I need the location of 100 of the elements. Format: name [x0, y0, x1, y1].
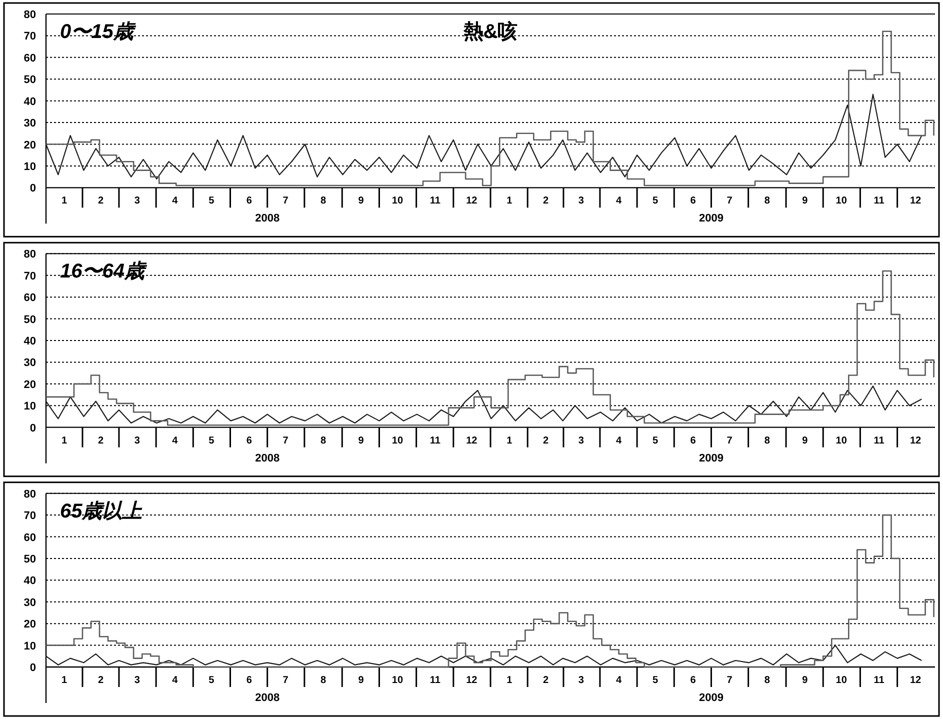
- y-tick-label: 20: [24, 139, 36, 152]
- y-tick-label: 20: [24, 618, 36, 631]
- y-tick-label: 70: [24, 270, 36, 282]
- y-tick-label: 60: [24, 52, 36, 64]
- x-tick-label: 1: [506, 196, 513, 207]
- x-tick-label: 6: [690, 675, 696, 686]
- x-tick-label: 7: [726, 435, 733, 446]
- y-tick-label: 70: [24, 30, 36, 43]
- x-tick-label: 12: [910, 196, 922, 207]
- annotation: 2008: [255, 452, 280, 464]
- x-tick-label: 1: [506, 435, 513, 446]
- x-tick-label: 11: [430, 675, 441, 686]
- y-tick-label: 0: [30, 182, 36, 195]
- x-tick-label: 12: [466, 675, 478, 686]
- x-tick-label: 10: [836, 196, 848, 207]
- annotation: 2009: [698, 692, 724, 704]
- x-tick-label: 4: [172, 196, 178, 207]
- y-tick-label: 80: [24, 9, 36, 21]
- x-tick-label: 2: [98, 675, 104, 686]
- x-tick-label: 8: [764, 675, 770, 686]
- x-tick-label: 1: [506, 675, 513, 686]
- annotation: 2009: [698, 212, 724, 225]
- y-tick-label: 30: [24, 357, 36, 370]
- x-tick-label: 3: [578, 196, 584, 207]
- chart-title: 65歳以上: [60, 500, 144, 522]
- x-tick-label: 2: [543, 435, 550, 446]
- x-tick-label: 6: [246, 435, 252, 446]
- x-tick-label: 7: [726, 196, 733, 207]
- x-tick-label: 5: [208, 435, 215, 446]
- x-tick-label: 9: [802, 675, 808, 686]
- chart-subtitle: 熱&咳: [462, 20, 518, 43]
- x-tick-label: 5: [208, 196, 215, 207]
- x-tick-label: 8: [320, 675, 326, 686]
- x-tick-label: 8: [320, 435, 326, 446]
- y-tick-label: 40: [24, 336, 36, 348]
- x-tick-label: 3: [134, 675, 140, 686]
- y-tick-label: 50: [24, 553, 36, 566]
- x-tick-label: 7: [282, 196, 289, 207]
- y-tick-label: 10: [24, 160, 36, 173]
- y-tick-label: 70: [24, 510, 36, 522]
- y-tick-label: 50: [24, 74, 36, 86]
- x-tick-label: 5: [652, 675, 659, 686]
- x-tick-label: 12: [466, 196, 478, 207]
- x-tick-label: 1: [61, 675, 68, 686]
- x-tick-label: 9: [358, 435, 364, 446]
- x-tick-label: 2: [543, 196, 550, 207]
- x-tick-label: 2: [543, 675, 550, 686]
- y-tick-label: 20: [24, 378, 36, 391]
- x-tick-label: 11: [874, 435, 885, 446]
- x-tick-label: 10: [392, 675, 404, 686]
- x-tick-label: 10: [836, 675, 848, 686]
- x-tick-label: 5: [652, 196, 659, 207]
- x-tick-label: 9: [358, 675, 364, 686]
- x-tick-label: 11: [874, 675, 885, 686]
- x-tick-label: 5: [208, 675, 215, 686]
- x-tick-label: 3: [134, 196, 140, 207]
- y-tick-label: 30: [24, 596, 36, 609]
- y-tick-label: 10: [24, 400, 36, 413]
- annotation: 2008: [255, 212, 280, 225]
- annotation: 2009: [698, 452, 724, 464]
- x-tick-label: 8: [320, 196, 326, 207]
- x-tick-label: 4: [616, 675, 622, 686]
- x-tick-label: 10: [836, 435, 848, 446]
- x-tick-label: 3: [578, 435, 584, 446]
- x-tick-label: 8: [764, 435, 770, 446]
- y-tick-label: 0: [30, 662, 36, 674]
- x-tick-label: 4: [172, 675, 178, 686]
- x-tick-label: 10: [392, 196, 404, 207]
- x-tick-label: 3: [578, 675, 584, 686]
- y-tick-label: 40: [24, 96, 36, 108]
- x-tick-label: 9: [802, 435, 808, 446]
- chart-title: 0〜15歳: [60, 21, 136, 43]
- x-tick-label: 6: [690, 196, 696, 207]
- x-tick-label: 7: [282, 435, 289, 446]
- y-tick-label: 80: [24, 248, 36, 261]
- x-tick-label: 6: [690, 435, 696, 446]
- line-series: [45, 94, 922, 180]
- x-tick-label: 7: [282, 675, 289, 686]
- x-tick-label: 8: [764, 196, 770, 207]
- y-tick-label: 60: [24, 292, 36, 304]
- x-tick-label: 2: [98, 435, 104, 446]
- y-tick-label: 0: [30, 422, 36, 434]
- x-tick-label: 9: [802, 196, 808, 207]
- annotation: 2008: [255, 692, 280, 704]
- x-tick-label: 11: [874, 196, 885, 207]
- y-tick-label: 50: [24, 314, 36, 326]
- line-series: [45, 386, 922, 424]
- x-tick-label: 11: [430, 435, 441, 446]
- x-tick-label: 3: [134, 435, 140, 446]
- x-tick-label: 1: [61, 435, 68, 446]
- y-tick-label: 80: [24, 488, 36, 500]
- x-tick-label: 1: [61, 196, 68, 207]
- x-tick-label: 2: [98, 196, 104, 207]
- x-tick-label: 4: [616, 435, 622, 446]
- y-tick-label: 60: [24, 532, 36, 544]
- y-tick-label: 10: [24, 640, 36, 652]
- y-tick-label: 30: [24, 118, 36, 130]
- x-tick-label: 4: [616, 196, 622, 207]
- x-tick-label: 12: [466, 435, 478, 446]
- x-tick-label: 12: [910, 675, 922, 686]
